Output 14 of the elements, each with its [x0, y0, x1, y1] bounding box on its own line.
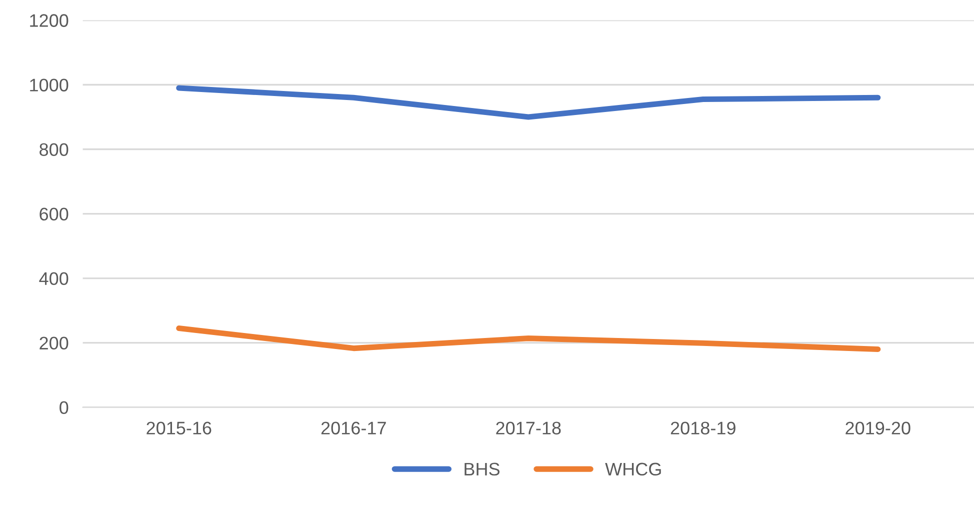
x-tick-label: 2019-20	[846, 422, 910, 434]
x-tick-label: 2018-19	[670, 422, 736, 434]
legend-label: BHS	[464, 462, 500, 476]
y-tick-label: 400	[39, 272, 68, 286]
y-tick-label: 0	[60, 401, 68, 414]
x-tick-label: 2016-17	[321, 422, 386, 434]
y-tick-label: 600	[40, 208, 68, 221]
y-tick-label: 1000	[30, 78, 68, 92]
x-tick-label: 2017-18	[496, 422, 561, 434]
y-tick-label: 200	[40, 336, 68, 350]
x-tick-label: 2015-16	[146, 422, 212, 434]
y-tick-label: 1200	[30, 14, 68, 27]
legend-label: WHCG	[605, 462, 661, 476]
y-tick-label: 800	[40, 143, 68, 156]
